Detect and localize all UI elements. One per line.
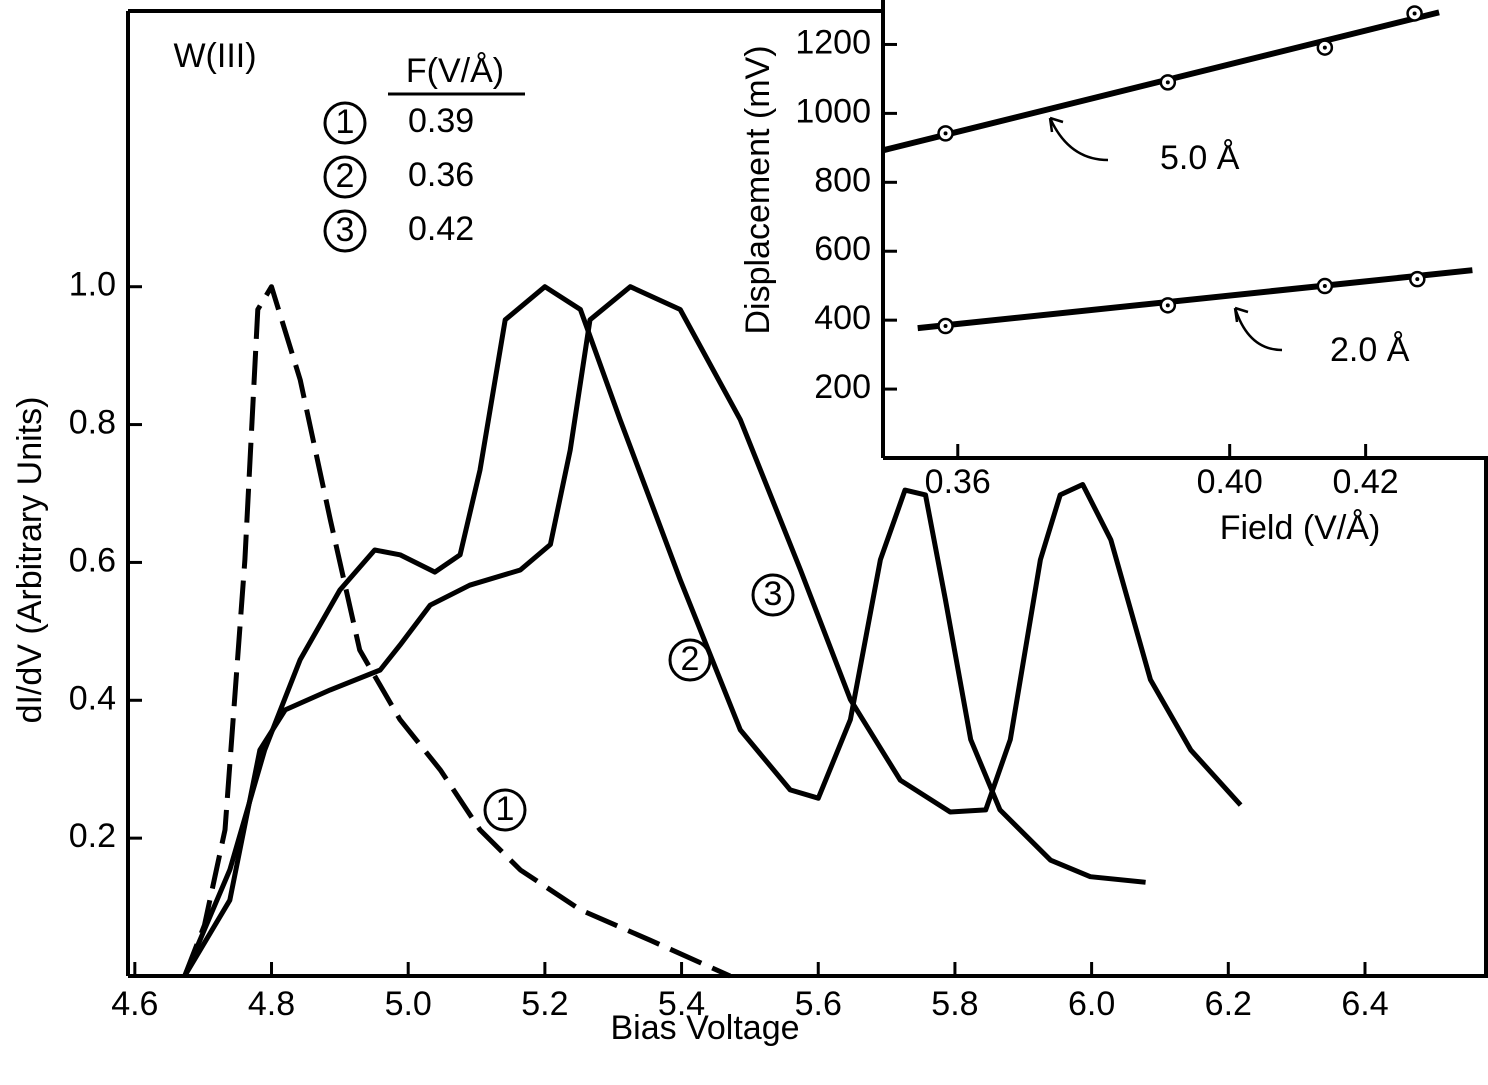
y-tick-label: 1000 (795, 92, 871, 130)
series-label: 2.0 Å (1330, 331, 1410, 369)
data-point-dot (943, 324, 948, 329)
y-tick-label: 1200 (795, 23, 871, 61)
chart-title: W(III) (173, 37, 256, 75)
data-point-dot (943, 131, 948, 136)
y-tick-label: 0.6 (69, 541, 116, 579)
legend-value: 0.36 (408, 156, 474, 194)
x-tick-label: 5.0 (385, 985, 432, 1023)
series-label: 5.0 Å (1160, 139, 1240, 177)
legend-value: 0.42 (408, 210, 474, 248)
x-tick-label: 5.8 (931, 985, 978, 1023)
data-line (182, 284, 732, 979)
y-tick-label: 1.0 (69, 266, 116, 304)
fit-line (917, 267, 1473, 332)
y-axis-label: Displacement (mV) (739, 45, 777, 334)
legend-title: F(V/Å) (406, 52, 504, 90)
curve-label-circle (483, 788, 527, 832)
x-axis-label: Bias Voltage (610, 1009, 799, 1047)
data-line (182, 284, 1146, 977)
legend-label-circle (323, 209, 367, 253)
x-axis-label: Field (V/Å) (1220, 509, 1381, 547)
x-tick-label: 6.4 (1341, 985, 1388, 1023)
curve-label: 2 (681, 640, 700, 678)
legend-value: 0.39 (408, 102, 474, 140)
data-line (182, 284, 1243, 978)
data-point-dot (1415, 277, 1420, 282)
legend-label: 2 (336, 157, 355, 195)
y-tick-label: 0.2 (69, 817, 116, 855)
annotation-arrow (1233, 306, 1283, 352)
y-tick-label: 400 (814, 299, 871, 337)
x-tick-label: 0.42 (1333, 463, 1399, 501)
x-tick-label: 4.8 (248, 985, 295, 1023)
data-point-dot (1322, 284, 1327, 289)
legend-label: 1 (336, 103, 355, 141)
curve-label-circle (668, 638, 712, 682)
data-point-dot (1165, 80, 1170, 85)
curve-label: 3 (764, 575, 783, 613)
x-tick-label: 5.6 (795, 985, 842, 1023)
x-tick-label: 0.40 (1197, 463, 1263, 501)
x-tick-label: 4.6 (111, 985, 158, 1023)
x-tick-label: 5.4 (658, 985, 705, 1023)
curve-label-circle (751, 573, 795, 617)
legend-label-circle (323, 101, 367, 145)
x-tick-label: 0.36 (925, 463, 991, 501)
y-axis-label: dI/dV (Arbitrary Units) (11, 397, 49, 724)
data-point-dot (1165, 303, 1170, 308)
data-point-dot (1412, 11, 1417, 16)
data-point-dot (1322, 45, 1327, 50)
y-tick-label: 0.8 (69, 404, 116, 442)
y-tick-label: 0.4 (69, 679, 116, 717)
y-tick-label: 800 (814, 161, 871, 199)
y-tick-label: 200 (814, 368, 871, 406)
annotation-arrow (1048, 116, 1109, 162)
x-tick-label: 6.2 (1205, 985, 1252, 1023)
legend-label: 3 (336, 211, 355, 249)
curve-label: 1 (496, 790, 515, 828)
legend-label-circle (323, 155, 367, 199)
x-tick-label: 5.2 (521, 985, 568, 1023)
y-tick-label: 600 (814, 230, 871, 268)
inset-background (883, 0, 1488, 458)
x-tick-label: 6.0 (1068, 985, 1115, 1023)
